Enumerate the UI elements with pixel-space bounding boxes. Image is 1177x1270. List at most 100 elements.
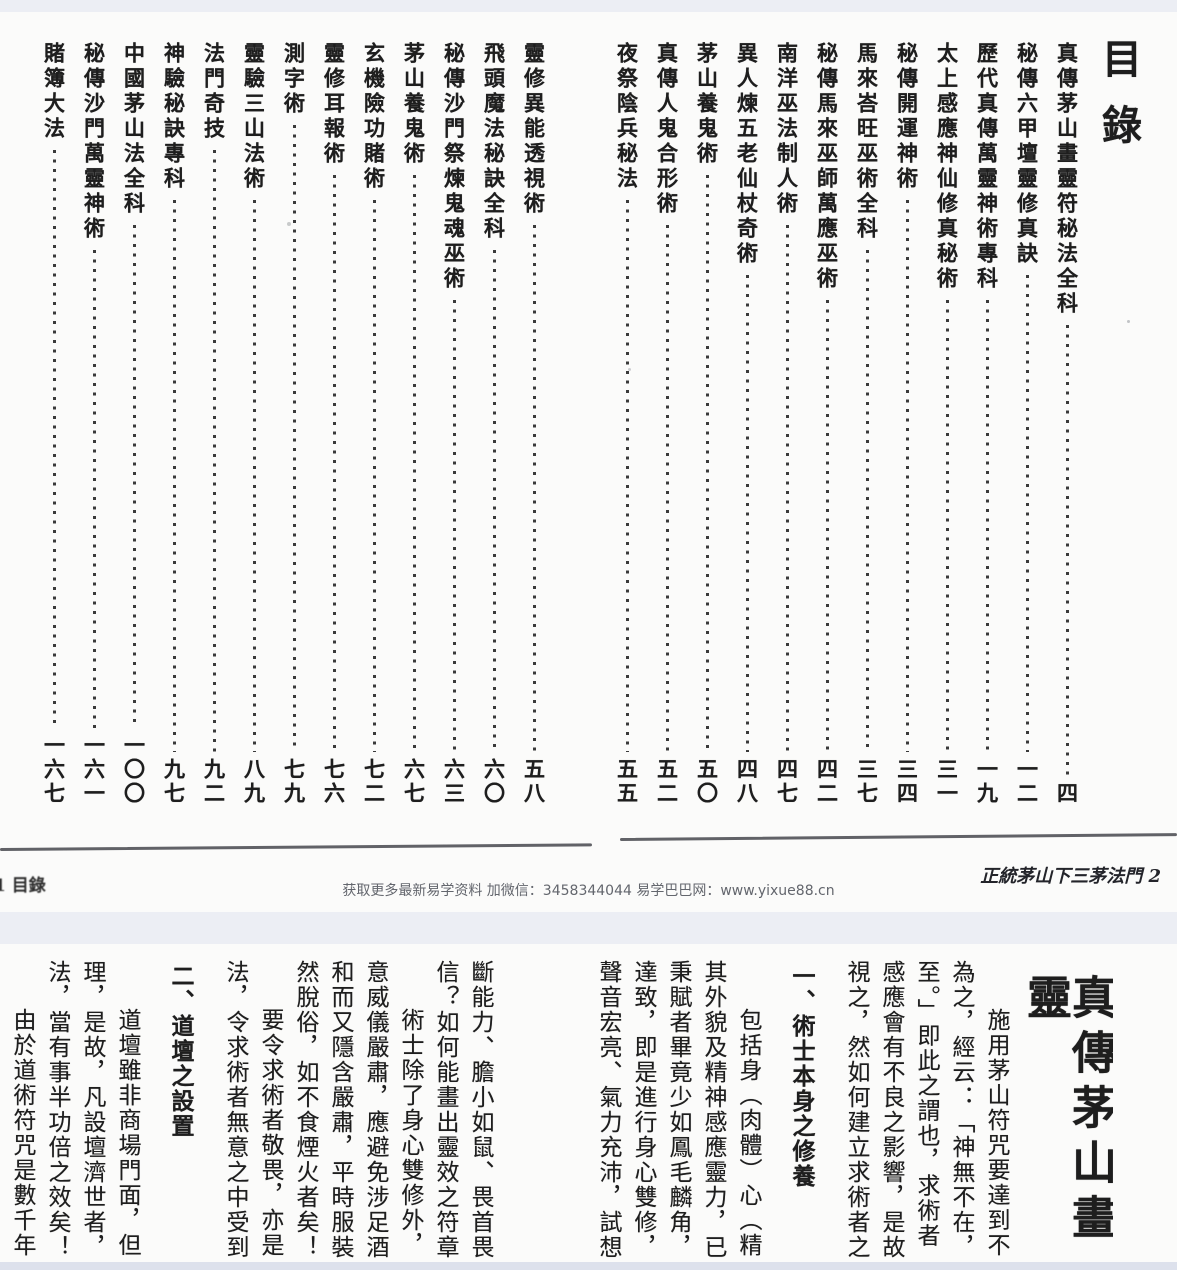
toc-dot-leader	[292, 125, 296, 752]
toc-dot-leader	[825, 300, 829, 752]
toc-page-number: 七二	[361, 758, 387, 806]
toc-entry: 中國茅山法全科一〇〇	[114, 42, 154, 806]
toc-entry-title: 太上感應神仙修真秘術	[934, 42, 960, 292]
body-text-column: 意威儀嚴肅，應避免涉足酒	[362, 960, 388, 1260]
toc-dot-leader	[1025, 275, 1029, 752]
toc-entry: 秘傳沙門萬靈神術一六一	[74, 42, 114, 806]
toc-entry: 茅山養鬼術 六七	[394, 42, 434, 806]
toc-entry: 秘傳六甲壇靈修真訣 一二	[1007, 42, 1047, 806]
toc-dot-leader	[492, 250, 496, 752]
body-text-column: 由於道術符咒是數千年	[9, 1008, 35, 1258]
toc-entry: 靈修耳報術 七六	[314, 42, 354, 806]
body-left-block: 斷能力、膽小如鼠、畏首畏 信？如何能畫出靈效之符章 術士除了身心雙修外， 意威儀嚴肅，…	[4, 960, 497, 1262]
toc-entry-title: 馬來峇旺巫術全科	[854, 42, 880, 242]
toc-page-number: 四二	[814, 758, 840, 806]
toc-page-number: 四七	[774, 758, 800, 806]
toc-entry-title: 秘傳六甲壇靈修真訣	[1014, 42, 1040, 267]
toc-page-number: 五二	[654, 758, 680, 806]
toc-page-number: 八九	[241, 758, 267, 806]
toc-page-number: 三四	[894, 758, 920, 806]
toc-dot-leader	[945, 300, 949, 752]
body-text-column: 為之，經云：「神無不在，	[948, 960, 974, 1260]
toc-dot-leader	[132, 225, 136, 728]
toc-page-number: 三一	[934, 758, 960, 806]
toc-page-number: 一〇〇	[121, 734, 147, 806]
toc-dot-leader	[92, 250, 96, 728]
toc-dot-leader	[665, 225, 669, 752]
body-text-column: 感應會有不良之影響，是故	[878, 960, 904, 1260]
toc-page-number: 六〇	[481, 758, 507, 806]
toc-entry: 夜祭陰兵秘法 五五	[607, 42, 647, 806]
toc-page-number: 一六一	[81, 734, 107, 806]
toc-page-number: 六七	[401, 758, 427, 806]
body-text-column: 信？如何能畫出靈效之符章	[432, 960, 458, 1260]
scan-speck	[1127, 320, 1130, 323]
page-footer-folio: 1 目錄	[0, 876, 46, 896]
body-text-column: 道壇雖非商場門面，但	[114, 1008, 140, 1258]
toc-entry: 測字術 七九	[274, 42, 314, 806]
toc-entry-title: 靈修耳報術	[321, 42, 347, 167]
body-right-block: 施用茅山符咒要達到不 為之，經云：「神無不在， 至。」即此之謂也，求術者 感應會有不良…	[590, 960, 1013, 1262]
toc-dot-leader	[705, 175, 709, 752]
toc-entry-title: 茅山養鬼術	[694, 42, 720, 167]
toc-page-number: 七九	[281, 758, 307, 806]
toc-page-number: 六三	[441, 758, 467, 806]
toc-entry-title: 夜祭陰兵秘法	[614, 42, 640, 192]
toc-entry: 真傳茅山畫靈符秘法全科四	[1047, 42, 1087, 806]
toc-entry-title: 玄機險功賭術	[361, 42, 387, 192]
toc-entry-title: 神驗秘訣專科	[161, 42, 187, 192]
body-text-column: 斷能力、膽小如鼠、畏首畏	[467, 960, 493, 1260]
toc-entry: 玄機險功賭術 七二	[354, 42, 394, 806]
toc-entry-title: 中國茅山法全科	[121, 42, 147, 217]
toc-entry: 秘傳馬來巫師萬應巫術 四二	[807, 42, 847, 806]
toc-entry-title: 測字術	[281, 42, 307, 117]
toc-dot-leader	[905, 200, 909, 752]
toc-entry-title: 真傳茅山畫靈符秘法全科	[1054, 42, 1080, 317]
toc-entry: 靈驗三山法術 八九	[234, 42, 274, 806]
toc-entry-title: 賭簿大法	[41, 42, 67, 142]
toc-page-number: 九七	[161, 758, 187, 806]
toc-entry-title: 靈修異能透視術	[521, 42, 547, 217]
contents-title: 目錄	[1095, 38, 1142, 170]
toc-entry-title: 歷代真傳萬靈神術專科	[974, 42, 1000, 292]
toc-entry: 靈修異能透視術 五八	[514, 42, 554, 806]
toc-entry-title: 真傳人鬼合形術	[654, 42, 680, 217]
toc-entry-title: 茅山養鬼術	[401, 42, 427, 167]
contents-page: 目錄 真傳茅山畫靈符秘法全科四秘傳六甲壇靈修真訣 一二 歷代真傳萬靈神術專科一九 太上…	[0, 12, 1177, 912]
toc-left-block: 靈修異能透視術 五八 飛頭魔法秘訣全科 六〇 秘傳沙門祭煉鬼魂巫術 六三 茅山養鬼術 六七 玄機…	[34, 42, 554, 806]
running-title: 正統茅山下三茅法門 2	[980, 866, 1161, 887]
toc-entry: 真傳人鬼合形術 五二	[647, 42, 687, 806]
body-text-column: 包括身（肉體）心（精神	[735, 1008, 761, 1258]
toc-entry: 神驗秘訣專科 九七	[154, 42, 194, 806]
toc-entry-title: 秘傳開運神術	[894, 42, 920, 192]
toc-page-number: 四	[1054, 782, 1080, 806]
body-text-column: 術士除了身心雙修外，	[397, 1008, 423, 1258]
scan-speck	[287, 222, 291, 226]
toc-page-number: 七六	[321, 758, 347, 806]
toc-dot-leader	[625, 200, 629, 752]
scan-speck	[628, 368, 631, 371]
body-text-column: 施用茅山符咒要達到不	[983, 1008, 1009, 1258]
toc-page-number: 一六七	[41, 734, 67, 806]
toc-entry-title: 南洋巫法制人術	[774, 42, 800, 217]
toc-entry-title: 秘傳沙門萬靈神術	[81, 42, 107, 242]
body-text-column: 至。」即此之謂也，求術者	[913, 960, 939, 1249]
toc-entry: 茅山養鬼術 五〇	[687, 42, 727, 806]
toc-entry-title: 秘傳沙門祭煉鬼魂巫術	[441, 42, 467, 292]
body-text-column: 聲音宏亮、氣力充沛，試想	[595, 960, 621, 1260]
toc-dot-leader	[865, 250, 869, 752]
toc-entry: 南洋巫法制人術 四七	[767, 42, 807, 806]
body-text-column: 其外貌及精神感應靈力，已	[700, 960, 726, 1260]
toc-page-number: 一九	[974, 758, 1000, 806]
watermark-text: 获取更多最新易学资料 加微信：3458344044 易学巴巴网：www.yixu…	[342, 883, 835, 899]
toc-dot-leader	[172, 200, 176, 752]
body-text-column: 法，當有事半功倍之效矣！	[44, 960, 70, 1260]
body-text-column: 然脫俗，如不食煙火者矣！	[292, 960, 318, 1260]
toc-page-number: 五八	[521, 758, 547, 806]
toc-entry: 秘傳開運神術 三四	[887, 42, 927, 806]
toc-dot-leader	[452, 300, 456, 752]
toc-dot-leader	[212, 150, 216, 752]
toc-entry-title: 異人煉五老仙杖奇術	[734, 42, 760, 267]
toc-entry: 馬來峇旺巫術全科 三七	[847, 42, 887, 806]
